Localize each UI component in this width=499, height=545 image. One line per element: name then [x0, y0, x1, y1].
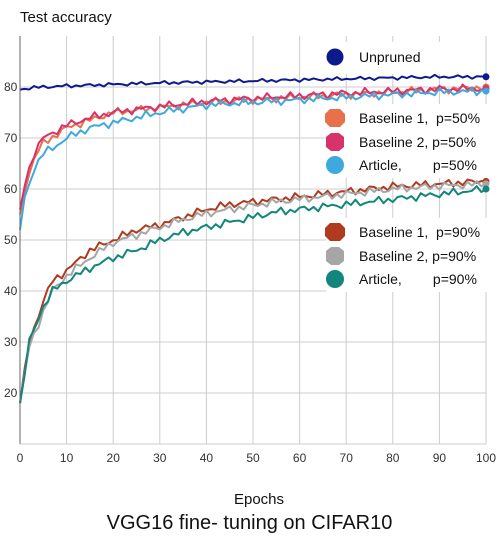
series-end-marker [482, 73, 490, 81]
x-tick-label: 60 [293, 451, 307, 465]
x-tick-label: 80 [386, 451, 400, 465]
legend-marker [325, 109, 345, 127]
legend-label: Baseline 1, p=90% [359, 224, 480, 240]
x-tick-label: 30 [153, 451, 167, 465]
series-line [19, 73, 487, 91]
legend-marker [326, 156, 344, 174]
legend-label: Baseline 1, p=50% [359, 110, 480, 126]
y-tick-label: 80 [4, 80, 18, 94]
legend-background [326, 42, 480, 74]
x-tick-label: 20 [107, 451, 121, 465]
legend-background [326, 218, 490, 292]
legend-marker [325, 223, 345, 241]
legend-marker [326, 133, 344, 151]
legend-label: Baseline 2, p=50% [359, 134, 476, 150]
legend-marker [326, 247, 344, 265]
legend: Unpruned Baseline 1, p=50% Baseline 2, p=5… [325, 42, 490, 292]
x-tick-label: 10 [60, 451, 74, 465]
x-tick-label: 100 [476, 451, 496, 465]
y-axis-title: Test accuracy [20, 9, 112, 26]
y-tick-label: 70 [4, 131, 18, 145]
legend-background [326, 104, 490, 178]
series-end-marker [482, 87, 490, 95]
axes: 0 10 20 30 40 50 60 70 80 90 100 20 30 40 50 60 70 80 [4, 36, 496, 465]
series-end-marker [482, 180, 490, 188]
series-end-marker [482, 185, 490, 193]
x-tick-label: 0 [17, 451, 24, 465]
y-tick-label: 20 [4, 386, 18, 400]
legend-label: Baseline 2, p=90% [359, 248, 476, 264]
x-tick-label: 50 [246, 451, 260, 465]
y-tick-label: 30 [4, 335, 18, 349]
series-line [19, 178, 487, 404]
legend-label: Article, p=90% [359, 271, 477, 287]
series-line [19, 185, 487, 404]
legend-marker [326, 48, 344, 66]
x-tick-label: 90 [433, 451, 447, 465]
legend-marker [326, 270, 344, 288]
series-lines [19, 73, 490, 404]
series-line [19, 180, 487, 404]
chart-caption: VGG16 fine- tuning on CIFAR10 [106, 512, 393, 534]
x-tick-label: 70 [340, 451, 354, 465]
legend-label: Article, p=50% [359, 157, 477, 173]
series-line [19, 87, 487, 230]
y-tick-label: 50 [4, 233, 18, 247]
y-tick-label: 40 [4, 284, 18, 298]
x-axis-title: Epochs [234, 491, 284, 508]
x-tick-label: 40 [200, 451, 214, 465]
legend-label: Unpruned [359, 49, 421, 65]
y-tick-label: 60 [4, 182, 18, 196]
